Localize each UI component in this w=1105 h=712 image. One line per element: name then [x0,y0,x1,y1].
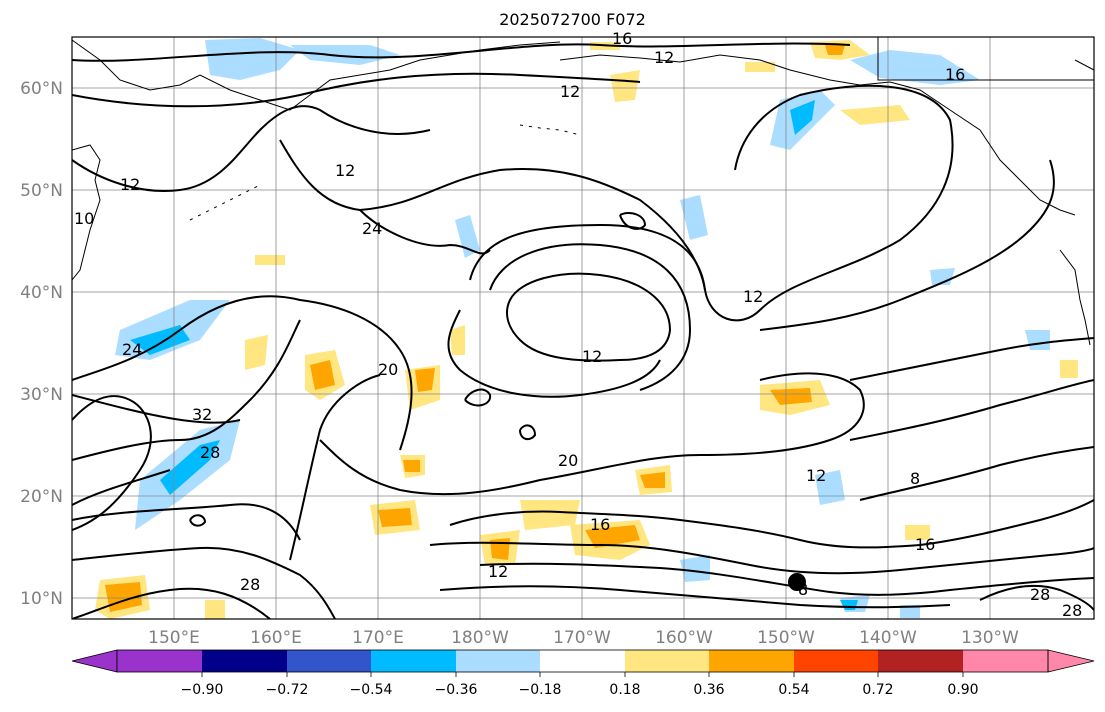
contour-label: 12 [582,347,602,366]
contour-lines [72,42,1094,619]
colorbar-bin [878,650,963,672]
longitude-labels: 150°E 160°E 170°E 180°W 170°W 160°W 150°… [148,628,1019,648]
colorbar-tick-label: 0.54 [778,682,809,698]
colorbar-tick-label: 0.90 [947,682,978,698]
contour-labels: 12 16 12 16 12 12 24 10 12 24 20 12 32 2… [74,29,1082,620]
lat-label: 60°N [20,79,63,99]
contour-label: 16 [945,65,965,84]
contour-label: 28 [1030,585,1050,604]
contour-label: 16 [612,29,632,48]
contour-label: 24 [122,340,142,359]
colorbar-bin [371,650,456,672]
contour-label: 12 [120,175,140,194]
lat-label: 40°N [20,283,63,303]
lon-label: 160°W [655,628,713,648]
colorbar: −0.90 −0.72 −0.54 −0.36 −0.18 0.18 0.36 … [71,649,1095,698]
colorbar-tick-label: −0.72 [266,682,309,698]
lon-label: 160°E [250,628,302,648]
contour-label: 28 [200,443,220,462]
contour-label: 8 [798,580,808,599]
lon-label: 170°W [553,628,611,648]
colorbar-under-arrow [71,649,118,673]
colorbar-bin [540,650,625,672]
contour-label: 12 [335,161,355,180]
contour-label: 16 [590,515,610,534]
lon-label: 150°W [757,628,815,648]
colorbar-over-arrow [1047,649,1095,673]
contour-label: 24 [362,219,382,238]
contour-label: 28 [1062,601,1082,620]
coastlines [72,37,1094,346]
colorbar-bin [456,650,540,672]
colorbar-tick-label: 0.36 [693,682,724,698]
colorbar-bin [709,650,794,672]
lat-label: 30°N [20,385,63,405]
contour-label: 12 [743,287,763,306]
colorbar-tick-label: −0.54 [350,682,393,698]
colorbar-tick-label: −0.36 [435,682,478,698]
contour-label: 10 [74,209,94,228]
contour-label: 8 [910,469,920,488]
lat-label: 10°N [20,589,63,609]
lon-label: 130°W [961,628,1019,648]
map-area [72,37,1094,619]
contour-label: 12 [806,466,826,485]
graticule [72,37,1094,619]
storm-marker [788,573,806,591]
lon-label: 170°E [352,628,404,648]
latitude-labels: 60°N 50°N 40°N 30°N 20°N 10°N [20,79,63,609]
contour-label: 12 [654,48,674,67]
colorbar-bin [963,650,1048,672]
contour-label: 12 [488,562,508,581]
colorbar-bin [287,650,371,672]
lon-label: 150°E [148,628,200,648]
contour-label: 12 [560,82,580,101]
map-frame [71,36,1095,620]
contour-label: 32 [192,405,212,424]
contour-label: 28 [240,575,260,594]
lon-label: 140°W [859,628,917,648]
colorbar-tick-label: 0.18 [609,682,640,698]
lon-label: 180°W [451,628,509,648]
contour-label: 16 [915,535,935,554]
colorbar-bin [117,650,202,672]
colorbar-tick-label: 0.72 [862,682,893,698]
lat-label: 20°N [20,487,63,507]
map-title: 2025072700 F072 [499,10,646,29]
colorbar-tick-label: −0.18 [519,682,562,698]
contour-label: 20 [558,451,578,470]
colorbar-bin [202,650,287,672]
contour-label: 20 [378,360,398,379]
colorbar-tick-label: −0.90 [181,682,224,698]
colorbar-bin [625,650,709,672]
lat-label: 50°N [20,181,63,201]
colorbar-bin [794,650,878,672]
